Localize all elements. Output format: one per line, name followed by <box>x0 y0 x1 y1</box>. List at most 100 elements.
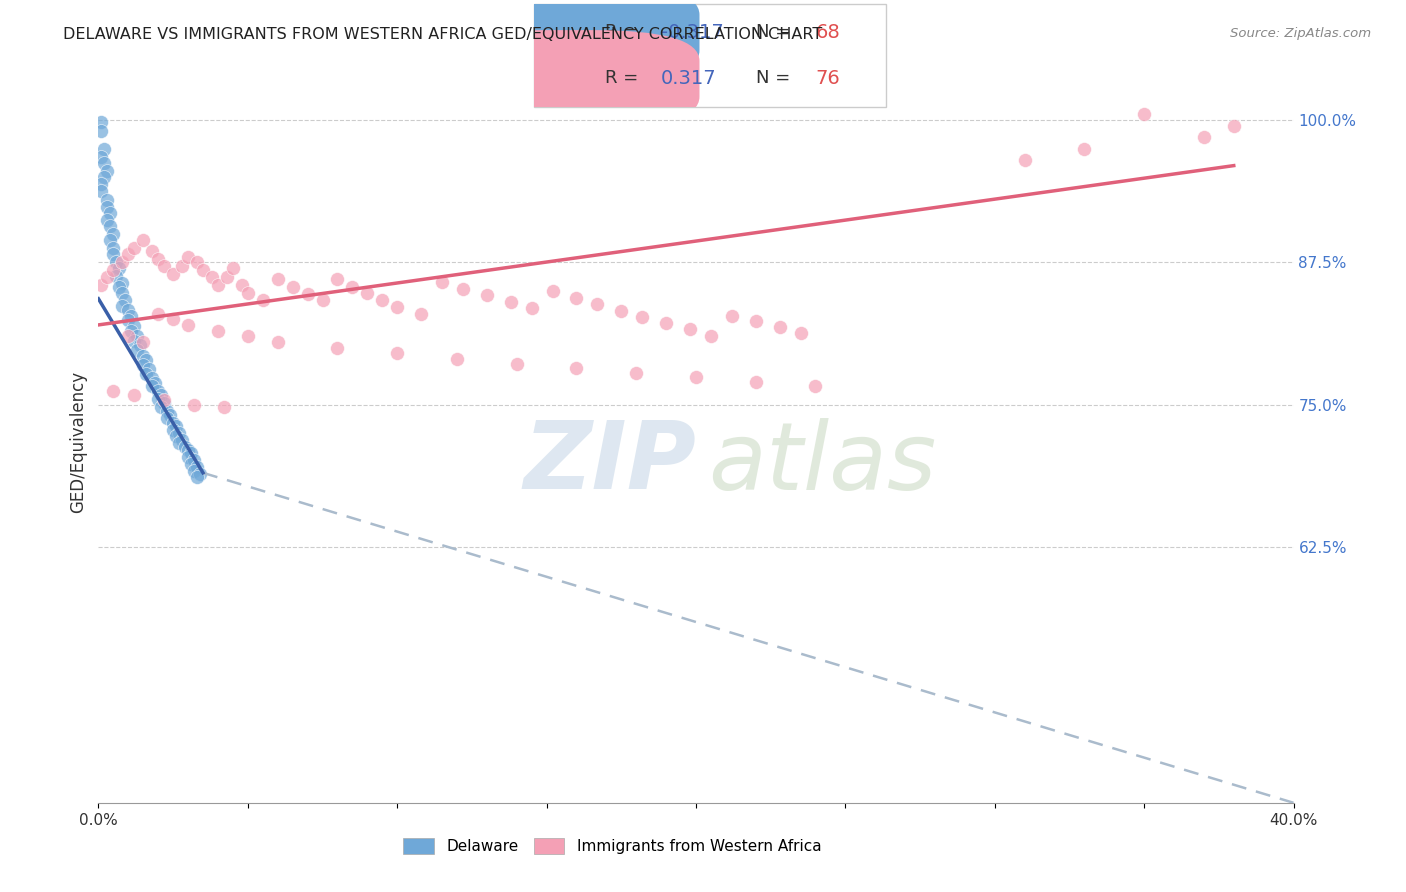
Point <box>207 324 229 338</box>
Point <box>207 278 229 293</box>
Point <box>180 457 202 471</box>
Point <box>174 440 197 454</box>
Point <box>172 433 194 447</box>
Point <box>186 255 208 269</box>
Point <box>162 416 184 430</box>
Point <box>541 284 564 298</box>
Point <box>165 429 187 443</box>
Point <box>191 263 214 277</box>
Point <box>626 366 648 380</box>
Point <box>103 241 125 255</box>
Point <box>183 464 205 478</box>
Point <box>153 259 176 273</box>
Point <box>446 352 468 367</box>
Text: N =: N = <box>756 70 796 87</box>
Point <box>93 156 115 170</box>
Point <box>90 278 112 293</box>
Point <box>201 270 224 285</box>
Point <box>143 376 166 390</box>
Point <box>132 349 155 363</box>
Point <box>111 255 134 269</box>
Point <box>236 286 259 301</box>
Point <box>311 293 333 307</box>
FancyBboxPatch shape <box>443 30 699 128</box>
Point <box>159 408 181 422</box>
Point <box>167 436 190 450</box>
Point <box>90 115 112 129</box>
Point <box>103 227 125 241</box>
Point <box>90 184 112 198</box>
Text: DELAWARE VS IMMIGRANTS FROM WESTERN AFRICA GED/EQUIVALENCY CORRELATION CHART: DELAWARE VS IMMIGRANTS FROM WESTERN AFRI… <box>63 27 823 42</box>
Text: 0.317: 0.317 <box>661 69 717 87</box>
Point <box>132 358 155 372</box>
FancyBboxPatch shape <box>443 0 699 81</box>
Point <box>117 247 139 261</box>
Point <box>108 260 131 275</box>
Point <box>769 320 792 334</box>
Point <box>96 193 118 207</box>
Point <box>93 169 115 184</box>
Point <box>371 293 394 307</box>
Point <box>610 304 633 318</box>
Point <box>117 313 139 327</box>
Point <box>103 384 125 398</box>
Point <box>132 233 155 247</box>
Point <box>1192 130 1215 145</box>
Point <box>98 233 122 247</box>
Point <box>153 392 176 407</box>
Point <box>1014 153 1036 167</box>
Point <box>177 318 200 332</box>
Text: N =: N = <box>756 23 796 41</box>
Point <box>96 213 118 227</box>
Point <box>153 396 176 410</box>
Point <box>156 411 179 425</box>
Point <box>177 250 200 264</box>
Point <box>222 260 245 275</box>
Point <box>1223 119 1246 133</box>
Point <box>150 388 173 402</box>
Point <box>135 367 157 381</box>
Point <box>103 263 125 277</box>
Point <box>148 384 170 398</box>
Point <box>127 343 149 357</box>
Point <box>506 357 529 371</box>
Y-axis label: GED/Equivalency: GED/Equivalency <box>69 370 87 513</box>
Point <box>127 329 149 343</box>
Point <box>93 142 115 156</box>
Point <box>117 329 139 343</box>
Point <box>114 293 136 307</box>
Point <box>586 297 609 311</box>
Point <box>162 312 184 326</box>
Point <box>631 310 654 324</box>
Point <box>90 149 112 163</box>
Point <box>177 443 200 458</box>
Text: 68: 68 <box>815 22 841 42</box>
Point <box>148 392 170 406</box>
Text: 76: 76 <box>815 69 841 87</box>
Point <box>162 267 184 281</box>
Point <box>90 177 112 191</box>
Point <box>212 400 235 414</box>
Point <box>108 280 131 294</box>
Point <box>124 334 146 348</box>
Point <box>430 275 453 289</box>
Point <box>129 338 152 352</box>
Point <box>138 362 160 376</box>
Point <box>180 446 202 460</box>
Point <box>679 322 702 336</box>
Point <box>342 280 364 294</box>
Point <box>281 280 304 294</box>
Point <box>721 309 744 323</box>
Point <box>745 314 768 328</box>
Point <box>105 255 128 269</box>
Point <box>326 272 349 286</box>
Point <box>252 293 274 307</box>
Point <box>156 404 179 418</box>
Point <box>186 460 208 475</box>
Point <box>499 295 522 310</box>
Text: ZIP: ZIP <box>523 417 696 509</box>
Point <box>236 329 259 343</box>
Point <box>167 425 190 440</box>
Point <box>565 361 588 376</box>
Point <box>120 324 142 338</box>
